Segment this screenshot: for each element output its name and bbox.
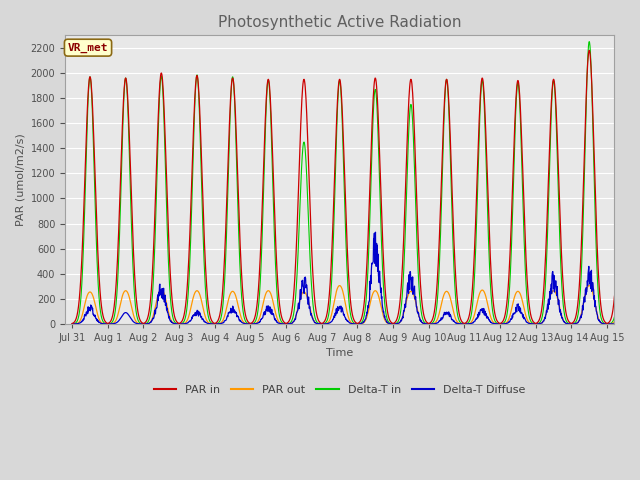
Delta-T Diffuse — [332, 312, 340, 318]
Delta-T Diffuse — [604, 321, 611, 327]
Legend: PAR in, PAR out, Delta-T in, Delta-T Diffuse: PAR in, PAR out, Delta-T in, Delta-T Dif… — [149, 380, 530, 399]
Delta-T Diffuse — [157, 290, 165, 296]
PAR in — [576, 279, 584, 285]
Delta-T Diffuse — [576, 316, 584, 322]
PAR out — [342, 306, 350, 312]
Delta-T Diffuse — [68, 321, 76, 327]
PAR out — [332, 291, 340, 297]
PAR in — [332, 141, 340, 147]
Delta-T Diffuse — [492, 321, 500, 327]
PAR in — [157, 70, 165, 76]
PAR in — [639, 321, 640, 326]
PAR in — [586, 48, 593, 53]
PAR out — [492, 321, 500, 326]
Delta-T in — [576, 300, 584, 305]
PAR in — [632, 297, 639, 303]
PAR in — [342, 226, 350, 232]
Line: PAR in: PAR in — [72, 50, 640, 324]
Delta-T Diffuse — [342, 317, 350, 323]
Y-axis label: PAR (umol/m2/s): PAR (umol/m2/s) — [15, 133, 25, 226]
X-axis label: Time: Time — [326, 348, 353, 359]
PAR out — [639, 321, 640, 327]
Delta-T in — [332, 161, 340, 167]
PAR in — [68, 321, 76, 326]
PAR out — [576, 317, 584, 323]
Delta-T in — [68, 321, 76, 327]
PAR out — [157, 287, 165, 292]
Line: Delta-T in: Delta-T in — [72, 42, 640, 324]
PAR out — [632, 319, 639, 325]
Delta-T Diffuse — [632, 321, 640, 327]
Text: VR_met: VR_met — [68, 43, 108, 53]
Delta-T Diffuse — [372, 229, 380, 235]
PAR in — [492, 315, 500, 321]
Delta-T in — [639, 321, 640, 327]
Delta-T in — [342, 254, 350, 260]
PAR out — [586, 283, 593, 288]
Delta-T in — [586, 39, 593, 45]
Delta-T in — [632, 315, 639, 321]
Delta-T Diffuse — [639, 321, 640, 327]
Line: PAR out: PAR out — [72, 286, 640, 324]
Line: Delta-T Diffuse: Delta-T Diffuse — [72, 232, 640, 324]
Delta-T in — [492, 320, 500, 325]
PAR out — [68, 321, 76, 327]
Delta-T in — [157, 73, 165, 79]
Title: Photosynthetic Active Radiation: Photosynthetic Active Radiation — [218, 15, 461, 30]
